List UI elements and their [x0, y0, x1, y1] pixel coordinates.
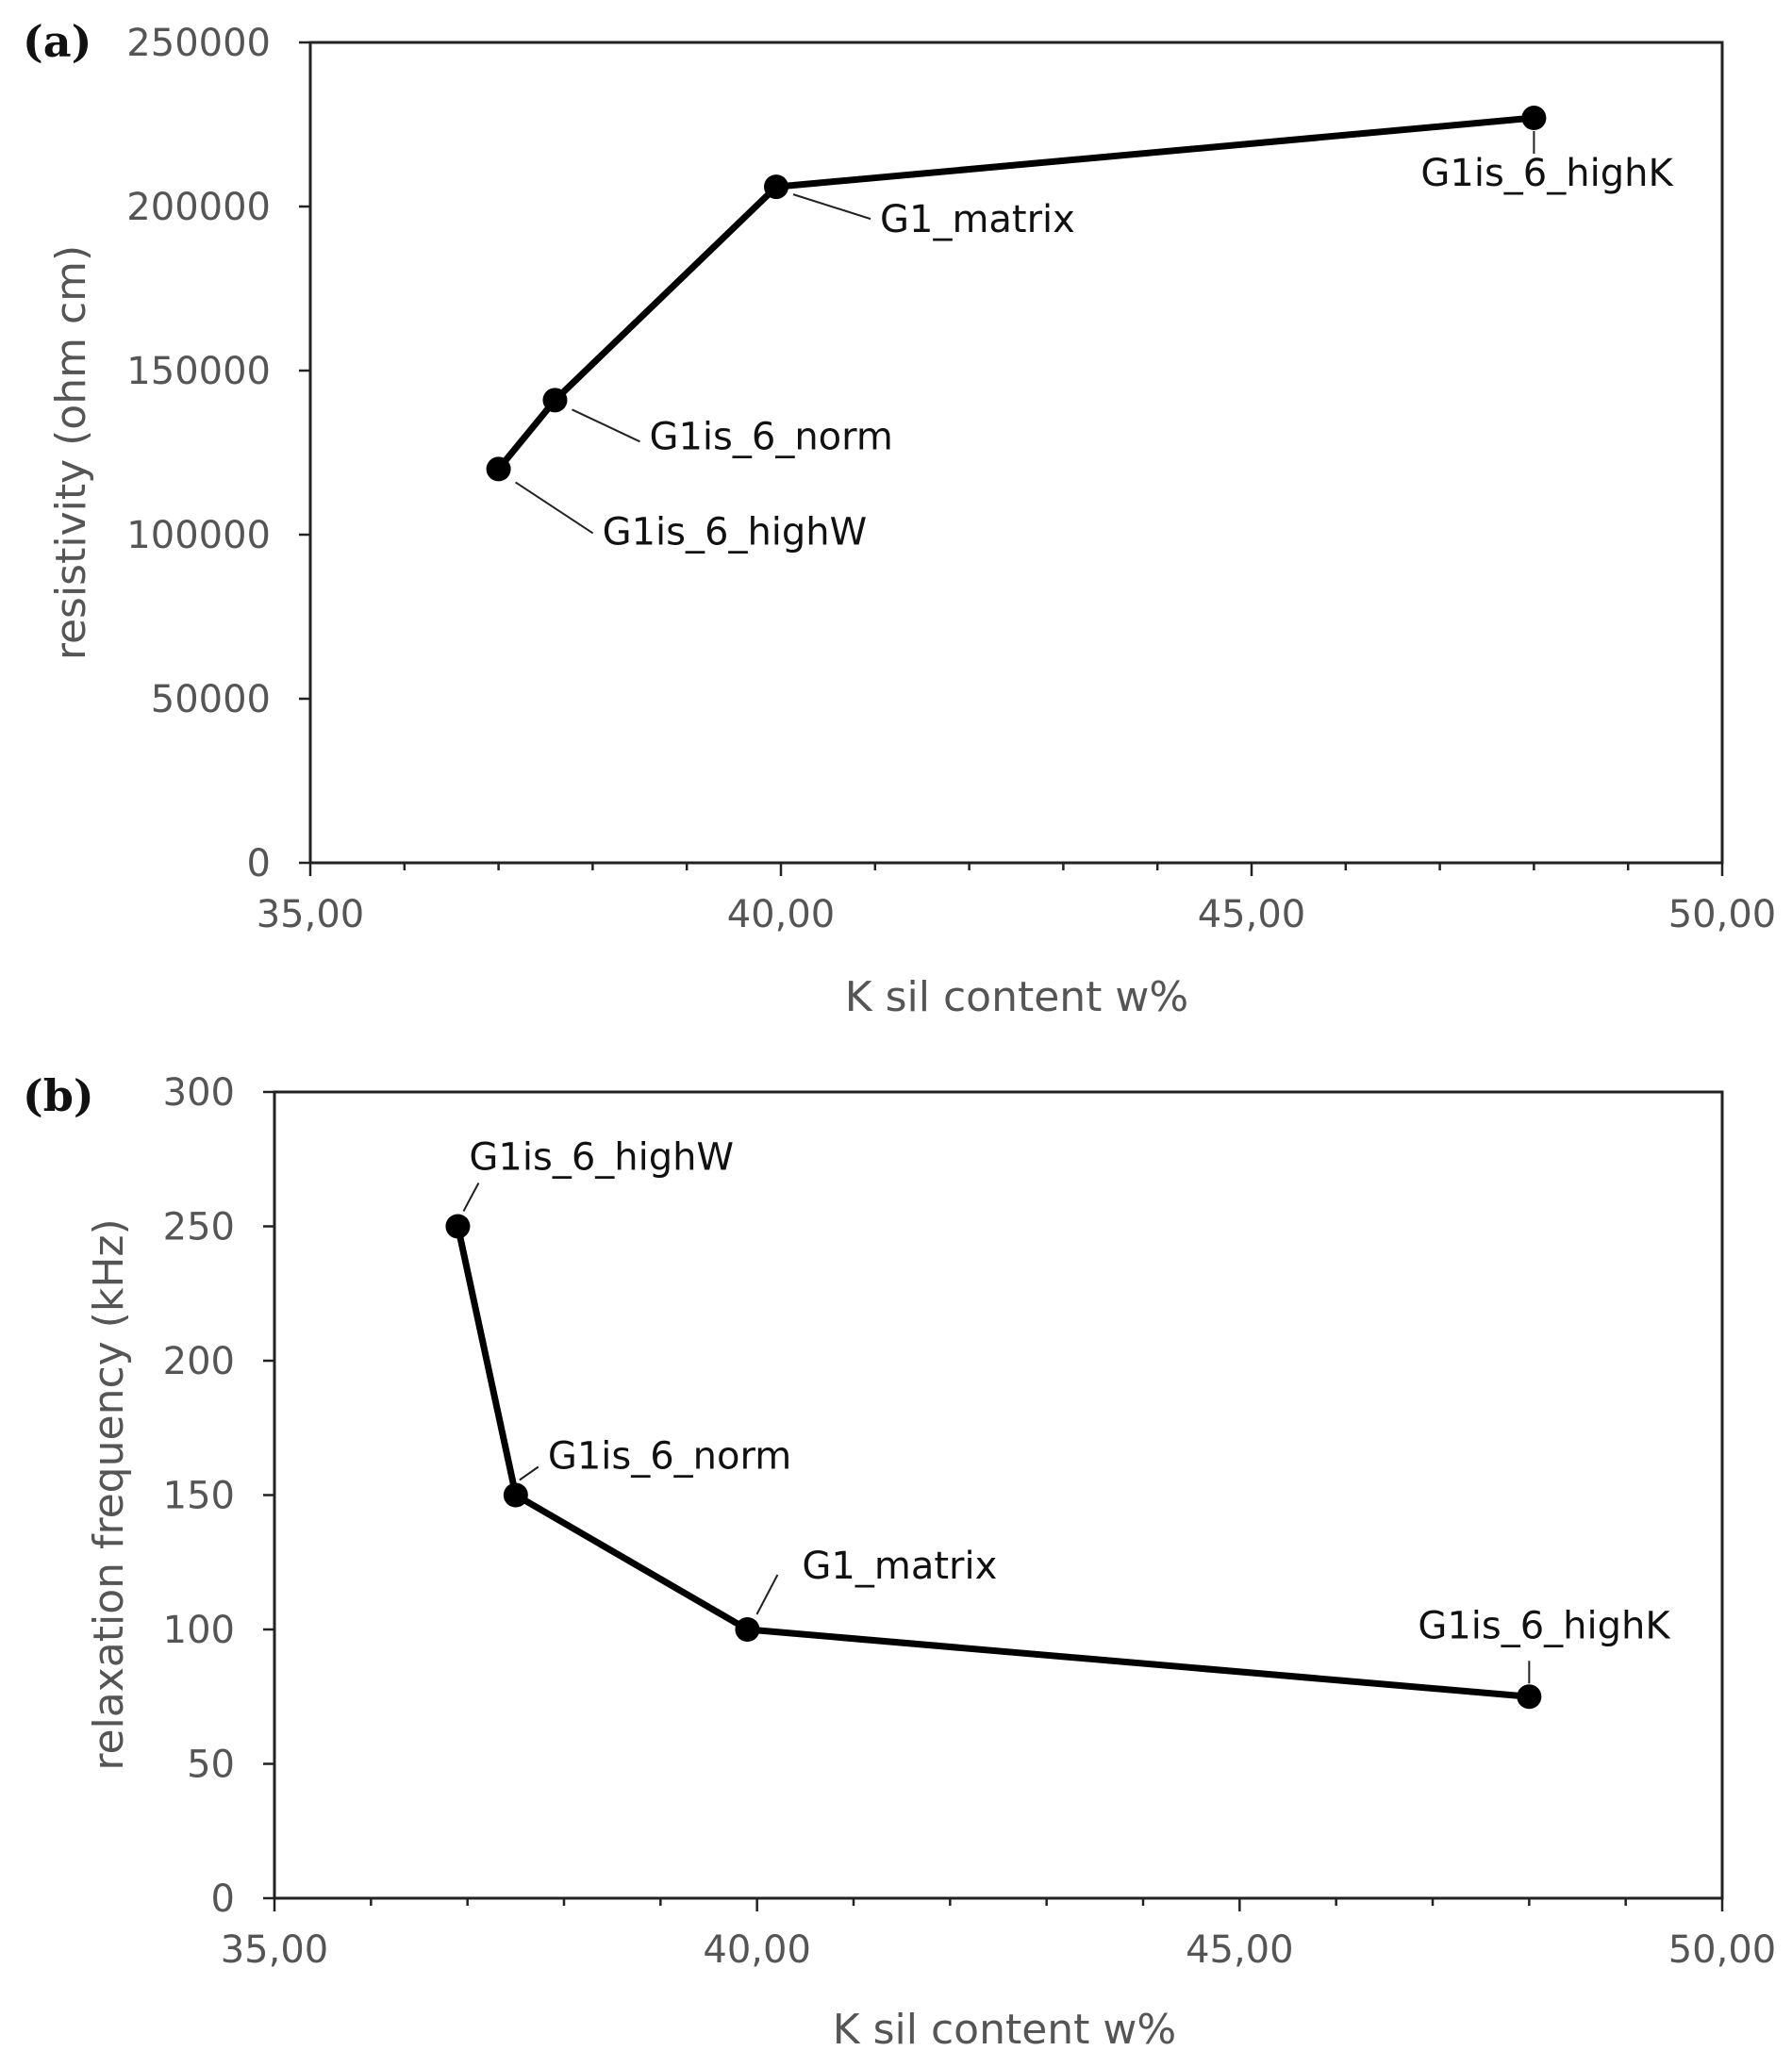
x-tick-label: 35,00 [221, 1928, 329, 1972]
plot-frame [273, 1090, 1724, 1900]
x-axis-title: K sil content w% [833, 2006, 1176, 2054]
y-tick-label: 100000 [126, 514, 271, 557]
data-point-label: G1_matrix [880, 198, 1075, 241]
y-tick-label: 50000 [151, 678, 271, 721]
y-tick-label: 0 [211, 1877, 235, 1921]
label-leader-line [755, 1574, 779, 1615]
data-point [503, 1482, 528, 1508]
x-tick-label: 45,00 [1186, 1928, 1294, 1972]
x-tick-label: 40,00 [727, 893, 836, 936]
y-tick-label: 0 [247, 842, 271, 885]
data-point [735, 1617, 760, 1642]
y-tick-label: 300 [163, 1071, 235, 1115]
panel-label: (b) [23, 1070, 94, 1121]
label-leader-line [572, 408, 640, 443]
data-series: G1is_6_highW G1is_6_norm G1_matrix G1is_6_h… [486, 106, 1674, 554]
data-point [1517, 1684, 1542, 1710]
label-leader-line [462, 1182, 480, 1212]
y-axis-title: relaxation frequency (kHz) [85, 1218, 133, 1770]
y-tick-label: 250000 [126, 22, 271, 65]
label-leader-line [792, 193, 871, 221]
series-line [495, 114, 1535, 471]
y-axis-ticks: 0 50 100 150 200 250 300 [163, 1071, 274, 1921]
x-axis-ticks: 35,00 40,00 45,00 50,00 [257, 863, 1777, 936]
data-point [764, 174, 789, 200]
y-axis-ticks: 0 50000 100000 150000 200000 250000 [126, 22, 310, 885]
label-leader-line [515, 481, 594, 535]
y-tick-label: 150000 [126, 350, 271, 393]
x-tick-label: 50,00 [1668, 893, 1777, 936]
x-axis-title: K sil content w% [845, 973, 1188, 1021]
relaxation-frequency-chart: (b) 35,00 40,00 45,00 50,00 0 50 100 150 200 250… [23, 1070, 1776, 2054]
series-line [455, 1225, 1530, 1700]
data-series: G1is_6_highW G1is_6_norm G1_matrix G1is_6_h… [445, 1136, 1671, 1710]
data-point [1521, 106, 1547, 131]
data-point [445, 1214, 471, 1239]
x-tick-label: 45,00 [1198, 893, 1306, 936]
data-point-label: G1is_6_norm [649, 415, 892, 458]
data-point-label: G1is_6_highW [469, 1136, 734, 1180]
data-point [542, 388, 568, 413]
y-axis-title: resistivity (ohm cm) [47, 245, 95, 660]
y-tick-label: 200000 [126, 186, 271, 229]
panel-label: (a) [23, 16, 91, 67]
data-point-label: G1is_6_highW [603, 510, 868, 554]
data-point-label: G1_matrix [802, 1545, 997, 1588]
data-point-label: G1is_6_norm [548, 1435, 791, 1479]
y-tick-label: 250 [163, 1206, 235, 1249]
label-leader-line [519, 1465, 539, 1481]
data-point-label: G1is_6_highK [1418, 1604, 1671, 1647]
x-tick-label: 35,00 [257, 893, 365, 936]
y-tick-label: 100 [163, 1609, 235, 1652]
y-tick-label: 50 [187, 1744, 235, 1787]
y-tick-label: 200 [163, 1340, 235, 1383]
data-point [486, 456, 511, 482]
resistivity-chart: (a) 35,00 40,00 45,00 50,00 0 50000 100000 150… [23, 16, 1776, 1021]
x-tick-label: 50,00 [1668, 1928, 1777, 1972]
data-point-label: G1is_6_highK [1420, 152, 1674, 195]
x-tick-label: 40,00 [703, 1928, 811, 1972]
y-tick-label: 150 [163, 1475, 235, 1518]
x-axis-ticks: 35,00 40,00 45,00 50,00 [221, 1898, 1777, 1972]
plot-frame [308, 41, 1724, 865]
